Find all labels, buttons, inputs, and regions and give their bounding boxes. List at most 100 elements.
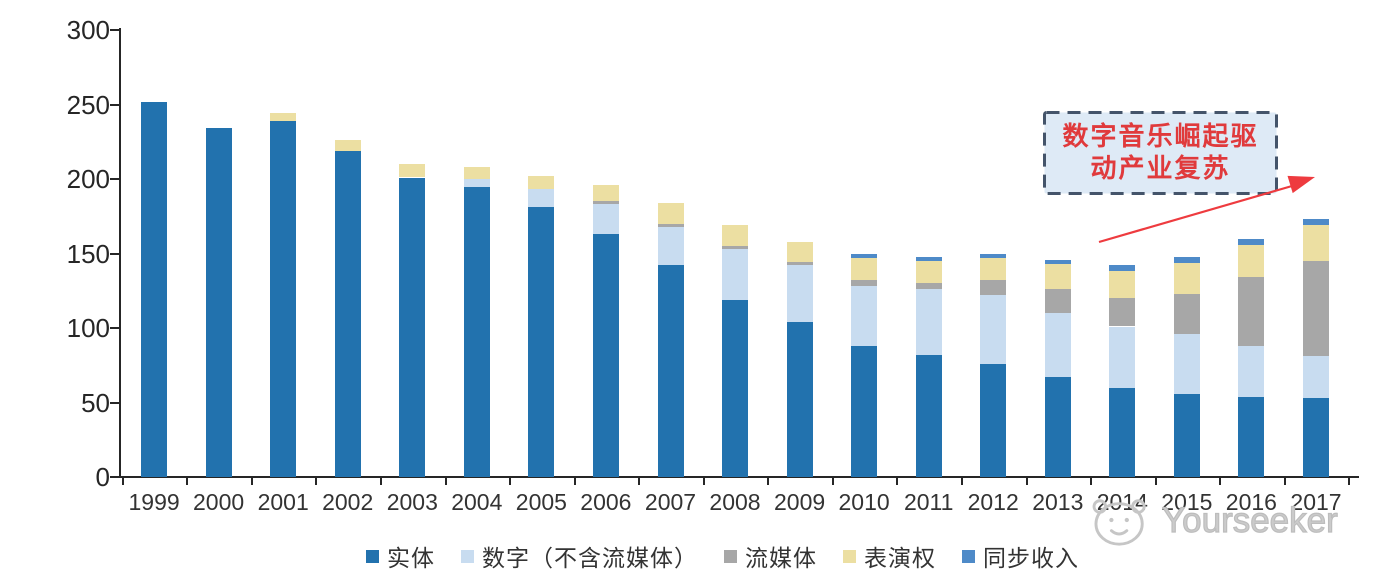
bar-segment-physical-2005 bbox=[528, 207, 555, 477]
x-axis-tick bbox=[509, 478, 512, 485]
bar-segment-physical-2002 bbox=[334, 150, 361, 477]
legend-item-performance-rights: 表演权 bbox=[843, 539, 936, 573]
bar-segment-performance-rights-2001 bbox=[270, 113, 297, 121]
y-axis-tick bbox=[110, 476, 119, 478]
bar-segment-performance-rights-2014 bbox=[1109, 271, 1136, 299]
x-axis-tick bbox=[380, 478, 382, 485]
x-axis-label-2002: 2002 bbox=[322, 489, 374, 515]
bar-segment-physical-2017 bbox=[1303, 398, 1329, 477]
bar-segment-physical-2013 bbox=[1044, 377, 1071, 477]
bar-segment-physical-2010 bbox=[851, 345, 878, 477]
legend-swatch-performance-rights bbox=[843, 549, 856, 563]
bar-segment-performance-rights-2003 bbox=[399, 164, 426, 178]
bar-segment-digital-excl-streaming-2017 bbox=[1303, 356, 1329, 398]
bar-segment-streaming-2011 bbox=[915, 283, 942, 290]
y-axis-label-100: 100 bbox=[66, 313, 110, 343]
bar-segment-digital-excl-streaming-2010 bbox=[851, 286, 878, 346]
legend-label-performance-rights: 表演权 bbox=[864, 546, 936, 571]
bar-segment-performance-rights-2008 bbox=[722, 225, 748, 247]
x-axis-tick bbox=[638, 478, 641, 485]
x-axis-label-2009: 2009 bbox=[774, 489, 826, 515]
x-axis-tick bbox=[186, 478, 189, 485]
bar-segment-digital-excl-streaming-2005 bbox=[528, 189, 555, 208]
bar-segment-performance-rights-2012 bbox=[980, 258, 1007, 281]
y-axis-label-200: 200 bbox=[66, 164, 110, 194]
bar-segment-streaming-2013 bbox=[1044, 289, 1071, 314]
bar-segment-digital-excl-streaming-2008 bbox=[722, 249, 748, 300]
x-axis-tick bbox=[831, 478, 834, 485]
bar-segment-streaming-2017 bbox=[1303, 260, 1329, 357]
legend-label-sync-revenue: 同步收入 bbox=[983, 546, 1079, 571]
x-axis-line bbox=[119, 476, 1359, 478]
bar-segment-performance-rights-2010 bbox=[851, 258, 878, 281]
x-axis-label-2017: 2017 bbox=[1290, 489, 1342, 515]
y-axis-label-50: 50 bbox=[81, 387, 110, 418]
bar-segment-physical-2008 bbox=[722, 299, 748, 477]
bar-segment-performance-rights-2007 bbox=[657, 202, 684, 224]
bar-segment-physical-2009 bbox=[786, 322, 813, 477]
x-axis-label-2001: 2001 bbox=[257, 489, 309, 515]
bar-segment-physical-2006 bbox=[592, 234, 619, 477]
bar-segment-streaming-2006 bbox=[592, 201, 619, 205]
chart-legend: 实体 数字（不含流媒体） 流媒体 表演权 同步收入 bbox=[366, 539, 1079, 573]
y-axis-label-150: 150 bbox=[66, 238, 110, 269]
x-axis-label-2006: 2006 bbox=[580, 489, 632, 515]
x-axis-tick bbox=[315, 478, 318, 485]
bar-segment-physical-2003 bbox=[399, 177, 426, 477]
watermark: Yourseeker bbox=[1086, 494, 1338, 548]
bar-segment-streaming-2009 bbox=[786, 262, 813, 266]
bar-segment-digital-excl-streaming-2006 bbox=[592, 204, 619, 235]
legend-swatch-streaming bbox=[724, 549, 737, 563]
legend-label-digital-excl-streaming: 数字（不含流媒体） bbox=[482, 546, 698, 571]
annotation-text-line2: 动产业复苏 bbox=[1090, 154, 1231, 183]
bar-segment-streaming-2007 bbox=[657, 223, 684, 227]
y-axis-label-250: 250 bbox=[66, 89, 110, 120]
bar-segment-physical-2015 bbox=[1173, 393, 1200, 477]
bar-segment-physical-2016 bbox=[1238, 396, 1265, 477]
x-axis-tick bbox=[1283, 478, 1286, 485]
y-axis-tick bbox=[110, 103, 119, 106]
legend-swatch-digital-excl-streaming bbox=[461, 549, 474, 563]
x-axis-tick bbox=[1090, 478, 1092, 485]
x-axis-tick bbox=[1154, 478, 1157, 485]
bar-segment-streaming-2016 bbox=[1238, 277, 1265, 346]
y-axis-tick bbox=[110, 401, 119, 404]
bar-segment-physical-2012 bbox=[980, 363, 1007, 477]
bar-segment-sync-revenue-2017 bbox=[1303, 219, 1329, 226]
bar-segment-streaming-2012 bbox=[980, 280, 1007, 296]
x-axis-label-2007: 2007 bbox=[644, 489, 697, 515]
bar-segment-physical-2014 bbox=[1109, 387, 1136, 477]
legend-label-streaming: 流媒体 bbox=[745, 546, 817, 571]
x-axis-label-2011: 2011 bbox=[903, 489, 954, 515]
bar-segment-sync-revenue-2014 bbox=[1109, 265, 1136, 272]
bar-segment-sync-revenue-2010 bbox=[851, 253, 878, 258]
x-axis-tick bbox=[121, 478, 124, 485]
x-axis-tick bbox=[1348, 478, 1351, 485]
x-axis-tick bbox=[1219, 478, 1222, 485]
y-axis-tick bbox=[110, 327, 119, 329]
x-axis-label-2016: 2016 bbox=[1225, 489, 1277, 515]
bar-segment-digital-excl-streaming-2009 bbox=[786, 265, 813, 322]
x-axis-tick bbox=[767, 478, 770, 485]
x-axis-tick bbox=[702, 478, 705, 485]
legend-item-streaming: 流媒体 bbox=[724, 539, 817, 573]
watermark-text: Yourseeker bbox=[1161, 500, 1338, 540]
bar-segment-physical-2007 bbox=[657, 265, 684, 477]
bar-segment-sync-revenue-2011 bbox=[915, 256, 942, 261]
y-axis-tick bbox=[110, 29, 119, 31]
bar-segment-digital-excl-streaming-2016 bbox=[1238, 345, 1265, 397]
bar-segment-digital-excl-streaming-2007 bbox=[657, 226, 684, 266]
mascot-face-icon bbox=[1092, 499, 1146, 546]
legend-swatch-physical bbox=[366, 549, 379, 563]
y-axis-label-300: 300 bbox=[66, 15, 110, 45]
bar-segment-digital-excl-streaming-2012 bbox=[980, 295, 1007, 364]
bar-segment-performance-rights-2013 bbox=[1044, 263, 1071, 290]
bar-segment-performance-rights-2002 bbox=[334, 140, 361, 151]
bar-segment-streaming-2008 bbox=[722, 246, 748, 250]
x-axis-label-2012: 2012 bbox=[967, 489, 1019, 515]
annotation-callout: 数字音乐崛起驱 动产业复苏 bbox=[1043, 111, 1278, 195]
bar-segment-performance-rights-2011 bbox=[915, 260, 942, 284]
legend-label-physical: 实体 bbox=[387, 546, 435, 571]
